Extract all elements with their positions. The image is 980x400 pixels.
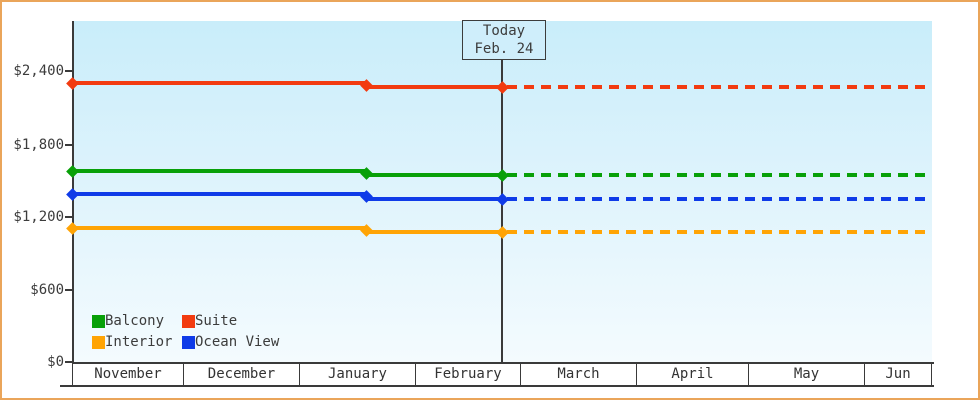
legend-row: Interior Ocean View: [92, 334, 279, 351]
y-axis-tick: [65, 361, 72, 363]
legend-item-suite: Suite: [182, 313, 237, 330]
balcony-color-swatch: [92, 315, 105, 328]
legend-row: Balcony Suite: [92, 313, 279, 330]
legend-label-balcony: Balcony: [105, 313, 165, 329]
legend-label-suite: Suite: [195, 313, 238, 329]
y-axis-tick: [65, 70, 72, 72]
y-axis-label: $1,800: [13, 137, 64, 153]
y-axis-label: $2,400: [13, 63, 64, 79]
month-cell-march: March: [521, 364, 637, 385]
y-axis-tick: [65, 216, 72, 218]
interior-line-segment: [366, 230, 502, 234]
legend: Balcony Suite Interior Ocean View: [92, 313, 279, 355]
legend-item-interior: Interior: [92, 334, 182, 351]
today-label: Today: [482, 23, 526, 39]
y-axis-label: $600: [30, 282, 64, 298]
month-cell-may: May: [749, 364, 865, 385]
ocean-view-line-segment: [72, 192, 366, 196]
y-axis-label: $1,200: [13, 209, 64, 225]
suite-projection-dashed-line: [507, 85, 932, 89]
y-axis-tick: [65, 144, 72, 146]
interior-line-segment: [72, 226, 366, 230]
ocean-view-line-segment: [366, 197, 502, 201]
ocean-view-projection-dashed-line: [507, 197, 932, 201]
month-cell-june: Jun: [865, 364, 932, 385]
legend-label-interior: Interior: [105, 334, 173, 350]
suite-line-segment: [366, 85, 502, 89]
x-axis-month-row: November December January February March…: [72, 364, 934, 385]
ocean-view-color-swatch: [182, 336, 195, 349]
legend-item-ocean-view: Ocean View: [182, 334, 279, 351]
today-date-label: Feb. 24: [474, 41, 534, 57]
month-cell-december: December: [184, 364, 300, 385]
suite-line-segment: [72, 81, 366, 85]
plot-area-background: [74, 21, 932, 362]
balcony-line-segment: [72, 169, 366, 173]
y-axis-label: $0: [47, 354, 64, 370]
month-cell-april: April: [637, 364, 749, 385]
month-cell-january: January: [300, 364, 416, 385]
legend-label-ocean-view: Ocean View: [195, 334, 280, 350]
legend-item-balcony: Balcony: [92, 313, 182, 330]
today-marker-box: Today Feb. 24: [462, 20, 546, 60]
balcony-projection-dashed-line: [507, 173, 932, 177]
suite-color-swatch: [182, 315, 195, 328]
month-cell-november: November: [72, 364, 184, 385]
interior-color-swatch: [92, 336, 105, 349]
today-vertical-line: [501, 59, 503, 362]
interior-projection-dashed-line: [507, 230, 932, 234]
balcony-line-segment: [366, 173, 502, 177]
month-cell-february: February: [416, 364, 521, 385]
y-axis-tick: [65, 289, 72, 291]
month-row-bottom-border: [60, 385, 934, 387]
x-axis-line: [72, 362, 934, 364]
